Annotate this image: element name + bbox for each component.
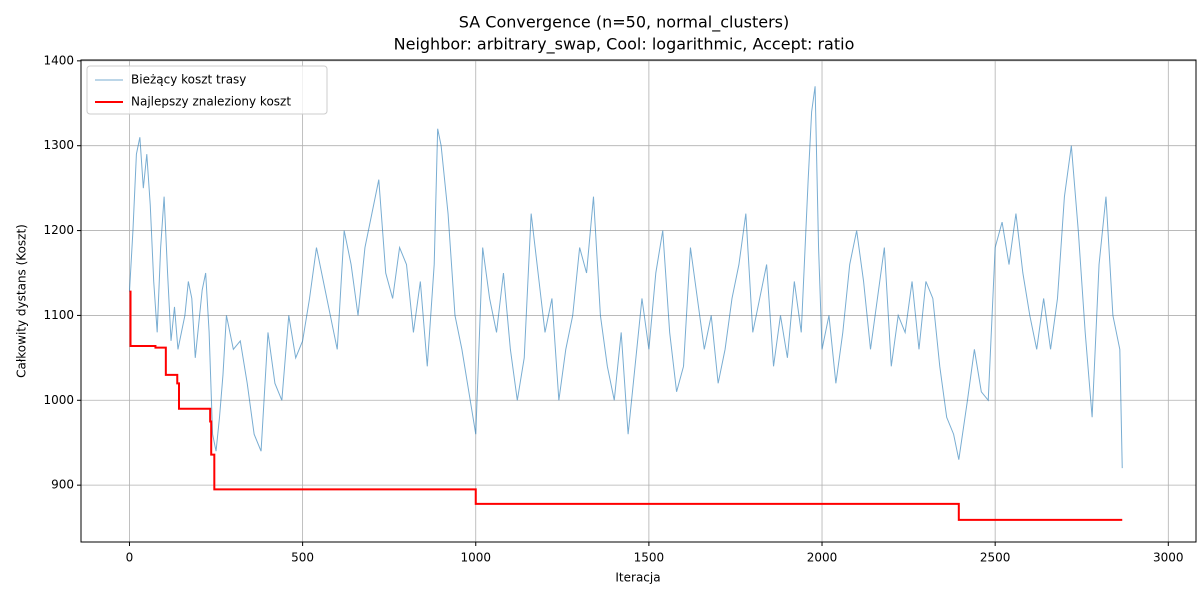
y-tick-label: 900 xyxy=(51,478,74,492)
plot-frame xyxy=(80,59,1197,543)
data-line xyxy=(129,290,1123,521)
x-tick-label: 3000 xyxy=(1153,551,1184,565)
y-axis-label: Całkowity dystans (Koszt) xyxy=(15,224,29,378)
chart-title: SA Convergence (n=50, normal_clusters) xyxy=(459,13,789,33)
chart-subtitle: Neighbor: arbitrary_swap, Cool: logarith… xyxy=(394,35,855,55)
x-tick-label: 2500 xyxy=(980,551,1011,565)
y-tick-label: 1000 xyxy=(43,393,74,407)
y-tick-label: 1100 xyxy=(43,308,74,322)
legend-label: Najlepszy znaleziony koszt xyxy=(131,95,291,109)
data-line xyxy=(128,86,1123,469)
x-tick-label: 0 xyxy=(126,551,134,565)
y-tick-label: 1400 xyxy=(43,53,74,67)
legend-label: Bieżący koszt trasy xyxy=(131,73,246,87)
x-tick-label: 2000 xyxy=(807,551,838,565)
legend-box xyxy=(86,65,328,115)
x-tick-label: 1000 xyxy=(460,551,491,565)
y-tick-label: 1300 xyxy=(43,138,74,152)
x-axis-label: Iteracja xyxy=(615,571,660,585)
x-tick-label: 1500 xyxy=(634,551,665,565)
x-tick-label: 500 xyxy=(291,551,314,565)
y-tick-label: 1200 xyxy=(43,223,74,237)
